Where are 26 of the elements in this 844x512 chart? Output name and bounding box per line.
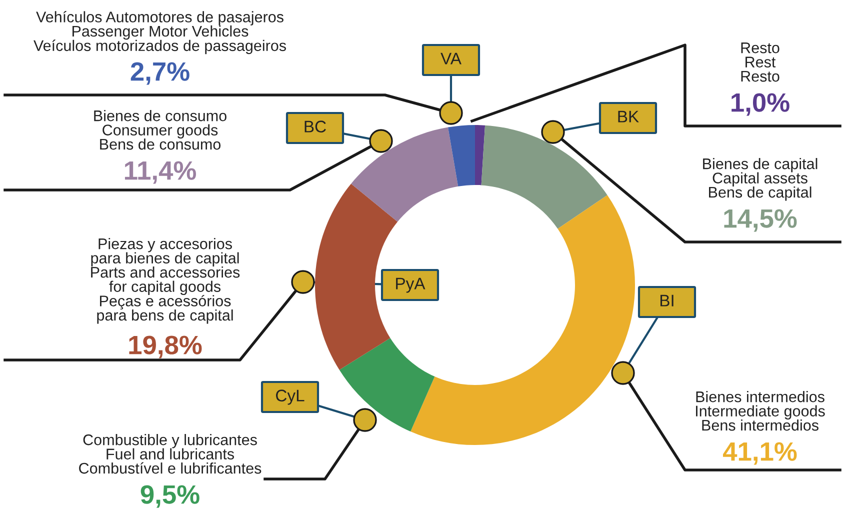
text: BI — [660, 294, 674, 306]
donut-slice — [351, 127, 458, 222]
slice-label: Bienes de capital Capital assets Bens de capital — [703, 158, 818, 201]
text: BC — [304, 120, 326, 132]
slice-label: Combustible y lubricantes Fuel and lubricants Combustível e lubrificantes — [79, 434, 262, 474]
data-label: 14,5% — [724, 209, 797, 232]
slice-label: Resto Rest Resto — [741, 42, 780, 82]
slice-label: Bienes intermedios Intermediate goods Bens intermedios — [696, 391, 825, 431]
slice-label: Bienes de consumo Consumer goods Bens de consumo — [94, 110, 226, 150]
data-label: 41,1% — [722, 442, 797, 465]
donut-slice — [448, 125, 475, 186]
text: BK — [618, 110, 639, 122]
data-label: 9,5% — [140, 485, 200, 508]
donut-slice — [481, 125, 608, 229]
slice-label: Piezas y accesorios para bienes de capital Parts and accessories for capital goods Peças e acessórios para bens de capital — [91, 238, 240, 324]
text: CyL — [276, 390, 304, 405]
text: VA — [440, 52, 462, 64]
data-label: 1,0% — [732, 93, 790, 116]
data-label: 11,4% — [124, 161, 196, 184]
slice-label: Vehículos Automotores de pasajeros Passenger Motor Vehicles Veículos motorizados de passageiros — [34, 11, 286, 54]
text: PyA — [396, 278, 426, 293]
donut-slice — [315, 184, 398, 370]
data-label: 2,7% — [130, 62, 190, 85]
data-label: 19,8% — [129, 336, 202, 358]
donut-slice — [339, 338, 435, 432]
donut-slice — [475, 125, 486, 186]
